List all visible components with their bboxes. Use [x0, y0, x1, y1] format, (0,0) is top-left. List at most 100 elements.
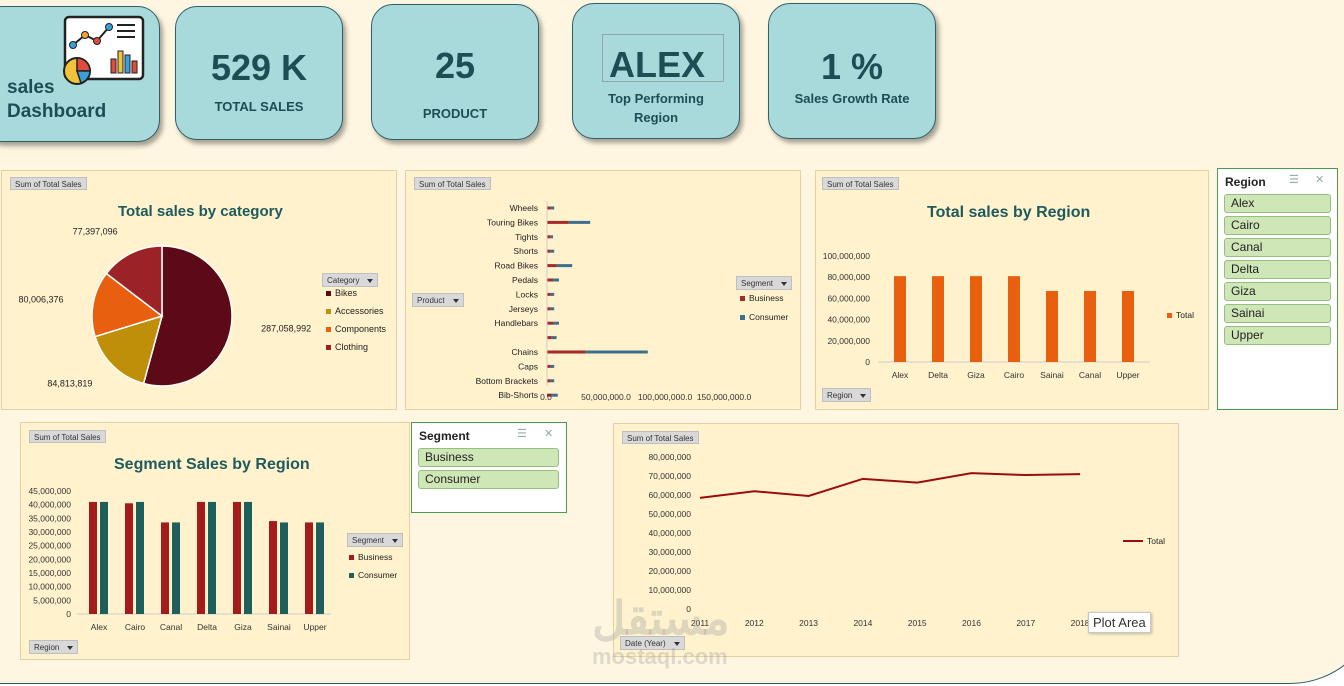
dashboard-title-card: sales Dashboard	[0, 6, 160, 142]
category-legend-button[interactable]: Category	[322, 273, 379, 287]
product-category-label: Jerseys	[509, 304, 538, 314]
legend-swatch	[740, 315, 745, 320]
product-category-label: Bib-Shorts	[498, 390, 538, 400]
segment-chart-panel[interactable]: Sum of Total Sales Segment Sales by Regi…	[20, 422, 410, 660]
product-bar-business	[547, 364, 551, 368]
pie-data-label: 84,813,819	[47, 379, 92, 389]
trend-axis-button-label: Date (Year)	[625, 639, 666, 648]
slicer-item-cairo[interactable]: Cairo	[1224, 216, 1331, 235]
category-legend-button-label: Category	[327, 276, 360, 285]
region-bar-giza	[970, 276, 982, 362]
product-value: 25	[434, 45, 476, 86]
dropdown-arrow-icon	[392, 538, 399, 543]
pie-slice-bikes	[142, 245, 233, 387]
segment-y-tick: 45,000,000	[28, 486, 71, 496]
top-region-card: ALEX Top Performing Region	[572, 3, 740, 139]
slicer-item-giza[interactable]: Giza	[1224, 282, 1331, 301]
product-bar-consumer	[568, 220, 591, 224]
product-category-label: Shorts	[513, 246, 538, 256]
product-category-label: Touring Bikes	[487, 217, 538, 227]
legend-label-total: Total	[1176, 310, 1194, 320]
product-bar-chart[interactable]: Wheels Touring Bikes Tights Shorts Road Bike…	[406, 171, 802, 411]
trend-line-chart[interactable]: 80,000,000 70,000,000 60,000,000 50,000,000…	[614, 424, 1180, 658]
slicer-item-consumer[interactable]: Consumer	[418, 470, 559, 489]
legend-swatch	[349, 573, 354, 578]
slicer-item-business[interactable]: Business	[418, 448, 559, 467]
watermark-arabic: مستقل	[592, 592, 730, 644]
legend-label-consumer: Consumer	[749, 312, 788, 322]
category-field-button[interactable]: Sum of Total Sales	[10, 177, 87, 190]
segment-y-tick: 25,000,000	[28, 541, 71, 551]
segment-y-tick: 10,000,000	[28, 582, 71, 592]
segment-field-button[interactable]: Sum of Total Sales	[29, 430, 106, 443]
product-axis-button[interactable]: Product	[412, 293, 464, 307]
region-axis-button-label: Region	[827, 391, 853, 400]
product-bar-consumer	[550, 364, 555, 368]
segment-bar-consumer	[172, 522, 180, 614]
segment-bar-business	[89, 501, 97, 614]
trend-axis-button[interactable]: Date (Year)	[620, 636, 685, 650]
pie-slice-components	[91, 272, 164, 338]
region-chart-panel[interactable]: Sum of Total Sales Total sales by Region…	[815, 170, 1209, 410]
legend-label-bikes: Bikes	[335, 288, 358, 298]
segment-x-tick: Upper	[303, 622, 326, 632]
trend-chart-panel[interactable]: Sum of Total Sales 80,000,000 70,000,000 6…	[613, 423, 1179, 657]
region-x-tick: Giza	[967, 370, 985, 380]
region-field-button[interactable]: Sum of Total Sales	[822, 177, 899, 190]
product-x-tick: 150,000,000.0	[697, 392, 752, 402]
top-region-label-line2: Region	[633, 110, 679, 125]
slicer-item-alex[interactable]: Alex	[1224, 194, 1331, 213]
multi-select-icon[interactable]: ☰	[517, 428, 527, 440]
category-pie-chart[interactable]: 287,058,992 84,813,819 80,006,376 77,397,09…	[2, 171, 398, 411]
product-card: 25 PRODUCT	[371, 4, 539, 140]
category-chart-panel[interactable]: Sum of Total Sales Total sales by catego…	[1, 170, 397, 410]
region-bar-chart[interactable]: 100,000,000 80,000,000 60,000,000 40,000,00…	[816, 171, 1210, 411]
product-bar-consumer	[551, 336, 557, 340]
slicer-item-upper[interactable]: Upper	[1224, 326, 1331, 345]
legend-label-total: Total	[1147, 536, 1165, 546]
product-field-button[interactable]: Sum of Total Sales	[414, 177, 491, 190]
plot-area-tooltip: Plot Area	[1088, 612, 1151, 633]
legend-swatch	[349, 555, 354, 560]
product-bar-business	[547, 292, 551, 296]
trend-x-tick: 2013	[799, 618, 818, 628]
product-bar-business	[547, 235, 551, 239]
product-category-label: Pedals	[512, 275, 538, 285]
segment-slicer[interactable]: Segment ☰ ✕ Business Consumer	[411, 422, 567, 513]
trend-x-tick: 2012	[745, 618, 764, 628]
trend-field-button[interactable]: Sum of Total Sales	[622, 431, 699, 444]
product-bar-business	[547, 307, 551, 311]
product-legend-button[interactable]: Segment	[736, 276, 793, 290]
segment-legend-button-label: Segment	[352, 536, 385, 545]
region-x-tick: Delta	[928, 370, 948, 380]
clear-filter-icon[interactable]: ✕	[544, 428, 554, 440]
trend-y-tick: 70,000,000	[648, 471, 691, 481]
product-bar-business	[547, 336, 552, 340]
segment-legend-button[interactable]: Segment	[347, 533, 404, 547]
region-chart-title: Total sales by Region	[927, 204, 1091, 221]
segment-bar-chart[interactable]: 45,000,000 40,000,000 35,000,000 30,000,000…	[21, 423, 411, 661]
region-bar-cairo	[1008, 276, 1020, 362]
legend-label-business: Business	[749, 293, 784, 303]
product-category-label: Chains	[512, 347, 538, 357]
segment-axis-button[interactable]: Region	[29, 640, 79, 654]
multi-select-icon[interactable]: ☰	[1289, 174, 1299, 186]
legend-swatch	[740, 296, 745, 301]
segment-y-tick: 40,000,000	[28, 500, 71, 510]
region-axis-button[interactable]: Region	[822, 388, 872, 402]
legend-swatch	[326, 345, 331, 350]
clear-filter-icon[interactable]: ✕	[1315, 174, 1325, 186]
category-chart-title: Total sales by category	[118, 203, 283, 220]
watermark-latin: mostaql.com	[592, 644, 728, 669]
segment-bar-business	[125, 503, 133, 614]
slicer-item-sainai[interactable]: Sainai	[1224, 304, 1331, 323]
region-slicer[interactable]: Region ☰ ✕ Alex Cairo Canal Delta Giza Sainai…	[1217, 168, 1338, 410]
slicer-item-canal[interactable]: Canal	[1224, 238, 1331, 257]
product-bar-consumer	[551, 393, 558, 397]
trend-y-tick: 10,000,000	[648, 585, 691, 595]
trend-x-tick: 2015	[908, 618, 927, 628]
product-chart-panel[interactable]: Sum of Total Sales Wheels Touring Bikes Ti…	[405, 170, 801, 410]
slicer-item-delta[interactable]: Delta	[1224, 260, 1331, 279]
legend-swatch	[326, 327, 331, 332]
dropdown-arrow-icon	[673, 641, 680, 646]
